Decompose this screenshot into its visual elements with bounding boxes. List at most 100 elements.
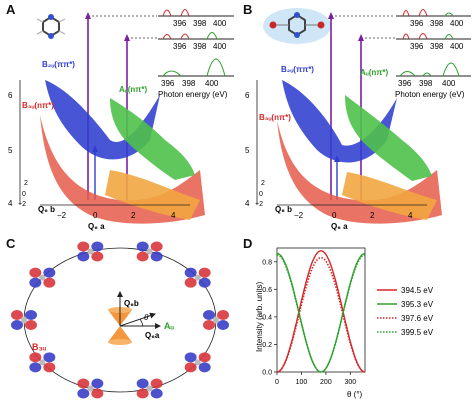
spectrum-b-tick-3: 400 [450,19,464,28]
state-label-a-b3u: B₃ᵤ(nπ*) [22,101,54,110]
state-label-b-b2u: B₂ᵤ(ππ*) [281,65,314,74]
x-tick-b-3: 2 [370,211,375,220]
orbital-molecule-icon [77,241,104,262]
q6b-tick-a-2: 0 [22,191,26,198]
photon-energy-label-a: Photon energy (eV) [158,90,228,99]
molecule-bubble-b [263,8,331,44]
panel-c-letter: C [6,236,16,251]
panel-d-chart: Intensity (arb. units) θ (°) 0 100 200 300 0… [255,247,434,399]
d-ylabel: Intensity (arb. units) [255,281,264,352]
plot-frame [276,247,366,373]
spectrum-a-tick-5: 398 [193,42,207,51]
spectrum-a-tick-4: 396 [173,42,187,51]
spectrum-b-tick-7: 396 [398,79,412,88]
state-label-a-au: Aᵤ(nπ*) [119,85,148,94]
spectrum-b-tick-2: 398 [430,19,444,28]
z-tick-b-6: 6 [245,91,250,100]
y-tick-label: 0.8 [262,259,272,266]
x-tick-b-1: −2 [294,211,304,220]
orbital-molecule-icon [77,378,104,399]
x-tick-a-2: 0 [93,211,98,220]
spectrum-b-tick-5: 398 [430,42,444,51]
x-tick-label: 300 [344,379,356,386]
panel-b-figure: 396 398 400 396 398 400 396 398 400 Phot… [245,8,471,231]
orbital-molecule-icon [184,352,211,373]
photon-energy-label-b: Photon energy (eV) [395,90,465,99]
spectrum-a-tick-9: 400 [205,79,219,88]
x-tick-a-4: 4 [171,211,176,220]
pyrazine-molecule-icon [36,14,66,39]
x-tick-b-2: 0 [332,211,337,220]
x-tick-a-1: −2 [57,211,67,220]
orbital-ring [11,241,229,399]
orbital-molecule-icon [136,378,163,399]
state-label-b-au: Aᵤ(nπ*) [360,68,389,77]
legend-label-3: 397.6 eV [401,314,434,323]
series-line-2 [276,252,366,373]
figure-caption-fragment [0,404,474,416]
spectrum-b-top [396,9,471,17]
spectrum-b-bottom [396,62,471,77]
spectrum-b-tick-8: 398 [419,79,433,88]
legend-label-1: 394.5 eV [401,286,434,295]
panel-a-figure: 396 398 400 396 398 400 396 398 400 Phot… [8,9,234,231]
spectrum-b-tick-4: 396 [410,42,424,51]
q6b-label-a: Q₆ b [38,205,55,214]
q6a-label-c: Q₆a [145,331,160,340]
orbital-molecule-icon [29,267,56,288]
q6b-tick-a-3: −2 [18,201,26,208]
y-tick-label: 0.4 [262,314,272,321]
series-line-4 [276,254,366,373]
z-tick-a-4: 4 [8,199,13,208]
series-line-3 [276,256,366,373]
q6b-tick-b-2: 0 [259,191,263,198]
q6b-tick-b-3: −2 [255,201,263,208]
spectrum-a-tick-2: 398 [193,19,207,28]
panel-a-letter: A [6,2,16,17]
panel-d-letter: D [243,236,253,251]
surface-b-orange [342,172,437,220]
au-label-c: Aᵤ [164,321,174,331]
distorted-pyrazine-molecule-icon [269,12,325,38]
spectrum-a-mid [158,32,234,40]
x-tick-label: 100 [296,379,308,386]
spectrum-b-mid [396,33,471,40]
q6b-label-c: Q₆b [124,299,139,308]
z-tick-a-6: 6 [8,91,13,100]
spectrum-a-tick-3: 400 [213,19,227,28]
orbital-molecule-icon [203,310,229,330]
x-tick-label: 0 [275,379,279,386]
q6b-label-b: Q₆ b [275,205,292,214]
panel-b-letter: B [243,2,253,17]
x-tick-label: 200 [320,379,332,386]
orbital-molecule-icon [29,352,56,373]
y-tick-label: 0.0 [262,370,272,377]
y-tick-label: 0.6 [262,287,272,294]
spectrum-a-tick-1: 396 [173,19,187,28]
x-tick-b-4: 4 [408,211,413,220]
b3u-label-c: B₃ᵤ [32,342,47,352]
state-label-a-b2u: B₂ᵤ(ππ*) [42,60,75,69]
legend-label-2: 395.3 eV [401,300,434,309]
spectrum-a-tick-7: 396 [161,79,175,88]
orbital-molecule-icon [184,267,211,288]
surface-a-green [110,98,195,180]
x-tick-a-3: 2 [131,211,136,220]
spectrum-a-tick-8: 398 [182,79,196,88]
spectrum-a-tick-6: 400 [213,42,227,51]
spectrum-b-tick-1: 396 [410,19,424,28]
surface-b-green [345,95,432,181]
surface-a-orange [105,170,200,220]
d-xlabel: θ (°) [347,390,363,399]
q6a-label-a: Q₆ a [88,222,105,231]
spectrum-b-tick-6: 400 [450,42,464,51]
y-tick-label: 0.2 [262,342,272,349]
spectrum-b-tick-9: 400 [442,79,456,88]
series-line-1 [276,250,366,373]
orbital-molecule-icon [136,241,163,262]
q6a-label-b: Q₆ a [331,222,348,231]
q6b-tick-a-1: 2 [24,180,28,187]
spectrum-a-bottom [158,58,234,77]
z-tick-a-5: 5 [8,146,13,155]
q6b-tick-b-1: 2 [261,180,265,187]
